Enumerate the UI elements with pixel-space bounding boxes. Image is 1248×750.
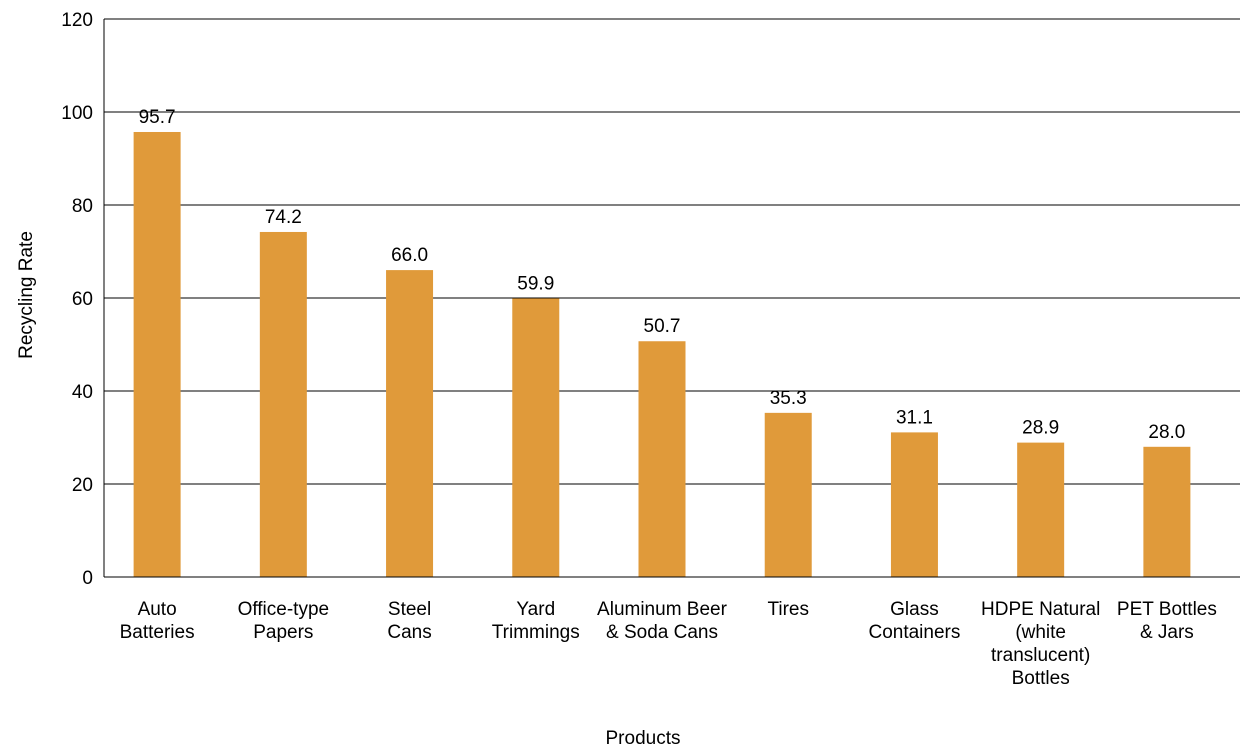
y-tick-label: 120 (61, 10, 93, 31)
bar-value-label: 50.7 (644, 316, 681, 337)
bar (386, 270, 434, 577)
bar (764, 412, 812, 577)
x-category-label: PET Bottles & Jars (1117, 599, 1217, 643)
bar (638, 341, 686, 577)
x-axis-title: Products (606, 728, 681, 749)
bar (259, 231, 307, 577)
x-category-label: Glass Containers (868, 599, 960, 643)
bar-value-label: 28.0 (1148, 422, 1185, 443)
bar-value-label: 31.1 (896, 407, 933, 428)
bar (512, 298, 560, 577)
y-tick-label: 60 (72, 289, 93, 310)
bar (1017, 442, 1065, 577)
bar (1143, 446, 1191, 577)
bar-value-label: 74.2 (265, 207, 302, 228)
value-labels: 95.7 74.2 66.0 59.9 50.7 35.3 31.1 28.9 28.0 (139, 107, 1186, 443)
y-tick-label: 20 (72, 475, 93, 496)
bar-value-label: 28.9 (1022, 418, 1059, 439)
x-category-label: Tires (767, 599, 809, 620)
x-category-label: Office-type Papers (238, 599, 330, 643)
x-category-label: Auto Batteries (120, 599, 195, 643)
bar-value-label: 66.0 (391, 245, 428, 266)
y-axis-title: Recycling Rate (16, 231, 37, 359)
bar-value-label: 95.7 (139, 107, 176, 128)
y-tick-label: 80 (72, 196, 93, 217)
x-category-label: Yard Trimmings (492, 599, 580, 643)
y-tick-label: 100 (61, 103, 93, 124)
bar (890, 432, 938, 577)
y-tick-label: 0 (82, 568, 93, 589)
bar (133, 131, 181, 577)
y-tick-label: 40 (72, 382, 93, 403)
y-tick-labels: 0 20 40 60 80 100 120 (61, 10, 93, 589)
x-category-label: Aluminum Beer & Soda Cans (597, 599, 728, 643)
bars (133, 131, 1191, 577)
x-category-label: HDPE Natural (white translucent) Bottles (981, 599, 1100, 689)
bar-value-label: 35.3 (770, 388, 807, 409)
x-category-label: Steel Cans (387, 599, 431, 643)
axes (103, 19, 1240, 578)
x-category-labels: Auto Batteries Office-type Papers Steel Cans Y… (120, 599, 1217, 689)
bar-value-label: 59.9 (517, 273, 554, 294)
